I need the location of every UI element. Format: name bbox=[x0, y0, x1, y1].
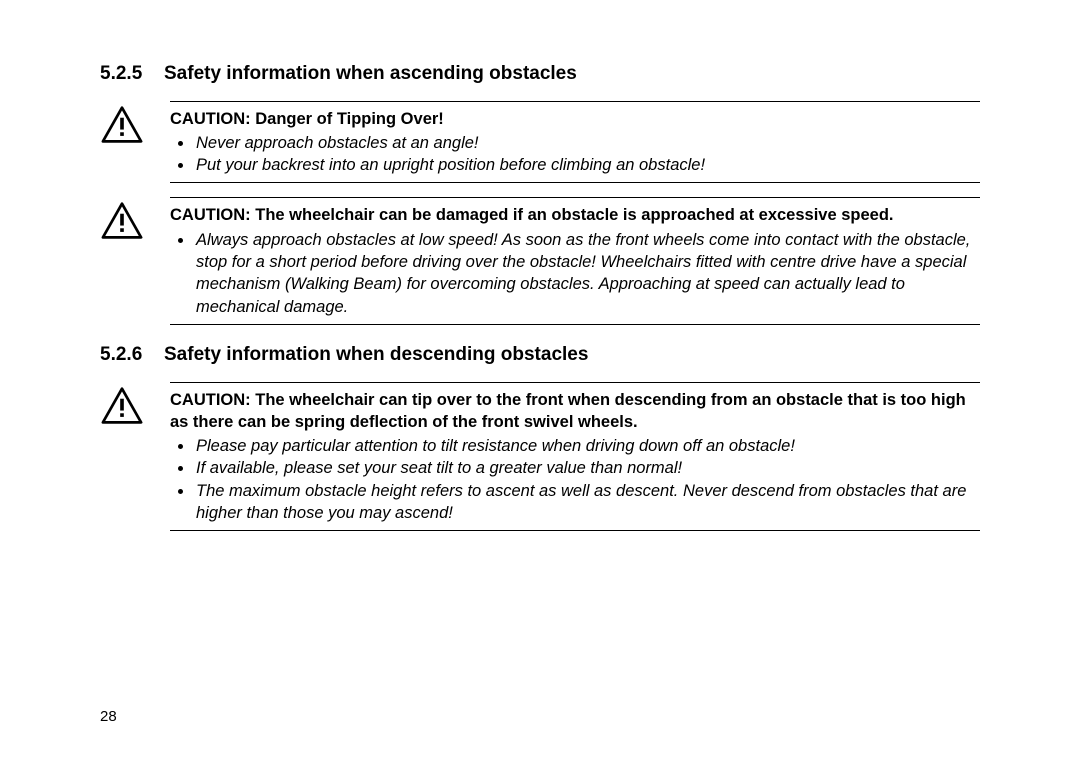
bullet-item: Never approach obstacles at an angle! bbox=[194, 132, 980, 154]
caution-heading: CAUTION: The wheelchair can be damaged i… bbox=[170, 204, 980, 226]
caution-bullets: Please pay particular attention to tilt … bbox=[170, 435, 980, 524]
caution-text: CAUTION: The wheelchair can tip over to … bbox=[170, 382, 980, 532]
bullet-item: Always approach obstacles at low speed! … bbox=[194, 229, 980, 318]
bullet-item: The maximum obstacle height refers to as… bbox=[194, 480, 980, 525]
bullet-item: If available, please set your seat tilt … bbox=[194, 457, 980, 479]
section-number: 5.2.5 bbox=[100, 62, 164, 87]
caution-text: CAUTION: Danger of Tipping Over! Never a… bbox=[170, 101, 980, 184]
caution-block: CAUTION: Danger of Tipping Over! Never a… bbox=[100, 101, 980, 184]
caution-text: CAUTION: The wheelchair can be damaged i… bbox=[170, 197, 980, 324]
caution-block: CAUTION: The wheelchair can be damaged i… bbox=[100, 197, 980, 324]
icon-column bbox=[100, 101, 170, 150]
caution-heading: CAUTION: The wheelchair can tip over to … bbox=[170, 389, 980, 434]
icon-column bbox=[100, 382, 170, 431]
bullet-item: Please pay particular attention to tilt … bbox=[194, 435, 980, 457]
section-number: 5.2.6 bbox=[100, 343, 164, 368]
caution-bullets: Always approach obstacles at low speed! … bbox=[170, 229, 980, 318]
caution-block: CAUTION: The wheelchair can tip over to … bbox=[100, 382, 980, 532]
caution-triangle-icon bbox=[100, 228, 144, 245]
page-number: 28 bbox=[100, 708, 117, 725]
section-title: Safety information when descending obsta… bbox=[164, 344, 588, 365]
icon-column bbox=[100, 197, 170, 246]
section-title: Safety information when ascending obstac… bbox=[164, 63, 577, 84]
caution-heading: CAUTION: Danger of Tipping Over! bbox=[170, 108, 980, 130]
caution-bullets: Never approach obstacles at an angle! Pu… bbox=[170, 132, 980, 177]
bullet-item: Put your backrest into an upright positi… bbox=[194, 154, 980, 176]
caution-triangle-icon bbox=[100, 413, 144, 430]
section-heading: 5.2.6Safety information when descending … bbox=[100, 343, 980, 368]
section-heading: 5.2.5Safety information when ascending o… bbox=[100, 62, 980, 87]
document-page: 5.2.5Safety information when ascending o… bbox=[0, 0, 1080, 761]
caution-triangle-icon bbox=[100, 132, 144, 149]
